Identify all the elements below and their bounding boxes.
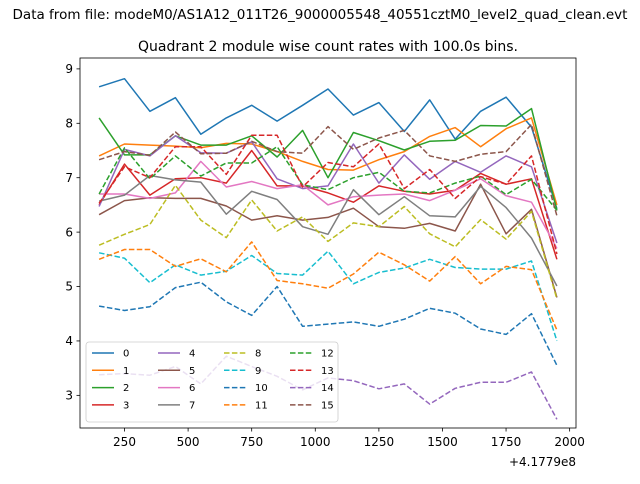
y-tick-label: 5 <box>65 280 73 294</box>
series-line-15 <box>98 123 558 217</box>
figure-suptitle: Data from file: modeM0/AS1A12_011T26_900… <box>13 7 628 23</box>
legend-label-7: 7 <box>189 401 195 412</box>
y-tick-label: 3 <box>65 389 73 403</box>
x-tick-label: 1500 <box>427 435 458 449</box>
series-line-3 <box>98 149 558 260</box>
x-tick-label: 2000 <box>554 435 585 449</box>
x-tick-label: 1250 <box>364 435 395 449</box>
legend-label-6: 6 <box>189 383 195 394</box>
legend-label-14: 14 <box>321 383 334 394</box>
series-line-11 <box>98 241 558 331</box>
legend-box <box>85 341 339 423</box>
legend-label-10: 10 <box>255 383 268 394</box>
legend-label-4: 4 <box>189 349 195 360</box>
y-tick-label: 7 <box>65 171 73 185</box>
x-tick-label: 250 <box>113 435 136 449</box>
x-tick-label: 1750 <box>491 435 522 449</box>
x-tick-label: 750 <box>240 435 263 449</box>
legend-label-0: 0 <box>123 349 129 360</box>
legend-label-2: 2 <box>123 383 129 394</box>
chart-title: Quadrant 2 module wise count rates with … <box>138 39 518 55</box>
legend-label-1: 1 <box>123 366 129 377</box>
series-line-8 <box>98 184 558 300</box>
legend-label-11: 11 <box>255 401 268 412</box>
series-line-7 <box>98 174 558 287</box>
legend-label-8: 8 <box>255 349 261 360</box>
legend-label-13: 13 <box>321 366 334 377</box>
series-line-0 <box>98 77 558 209</box>
x-tick-label: 1000 <box>300 435 331 449</box>
series-line-6 <box>99 160 558 249</box>
y-tick-label: 8 <box>65 116 73 130</box>
x-axis-offset-label: +4.1779e8 <box>509 455 576 469</box>
legend-label-5: 5 <box>189 366 195 377</box>
series-line-4 <box>98 135 558 244</box>
x-tick-label: 500 <box>177 435 200 449</box>
y-tick-label: 9 <box>65 62 73 76</box>
series-line-13 <box>98 134 558 255</box>
series-line-5 <box>98 183 558 298</box>
y-tick-label: 6 <box>65 225 73 239</box>
series-line-10 <box>98 281 558 366</box>
y-tick-label: 4 <box>65 334 73 348</box>
legend-label-9: 9 <box>255 366 261 377</box>
axes-frame <box>79 57 577 429</box>
legend-label-12: 12 <box>321 349 334 360</box>
legend-label-15: 15 <box>321 401 334 412</box>
series-line-12 <box>98 145 558 211</box>
legend-label-3: 3 <box>123 401 129 412</box>
